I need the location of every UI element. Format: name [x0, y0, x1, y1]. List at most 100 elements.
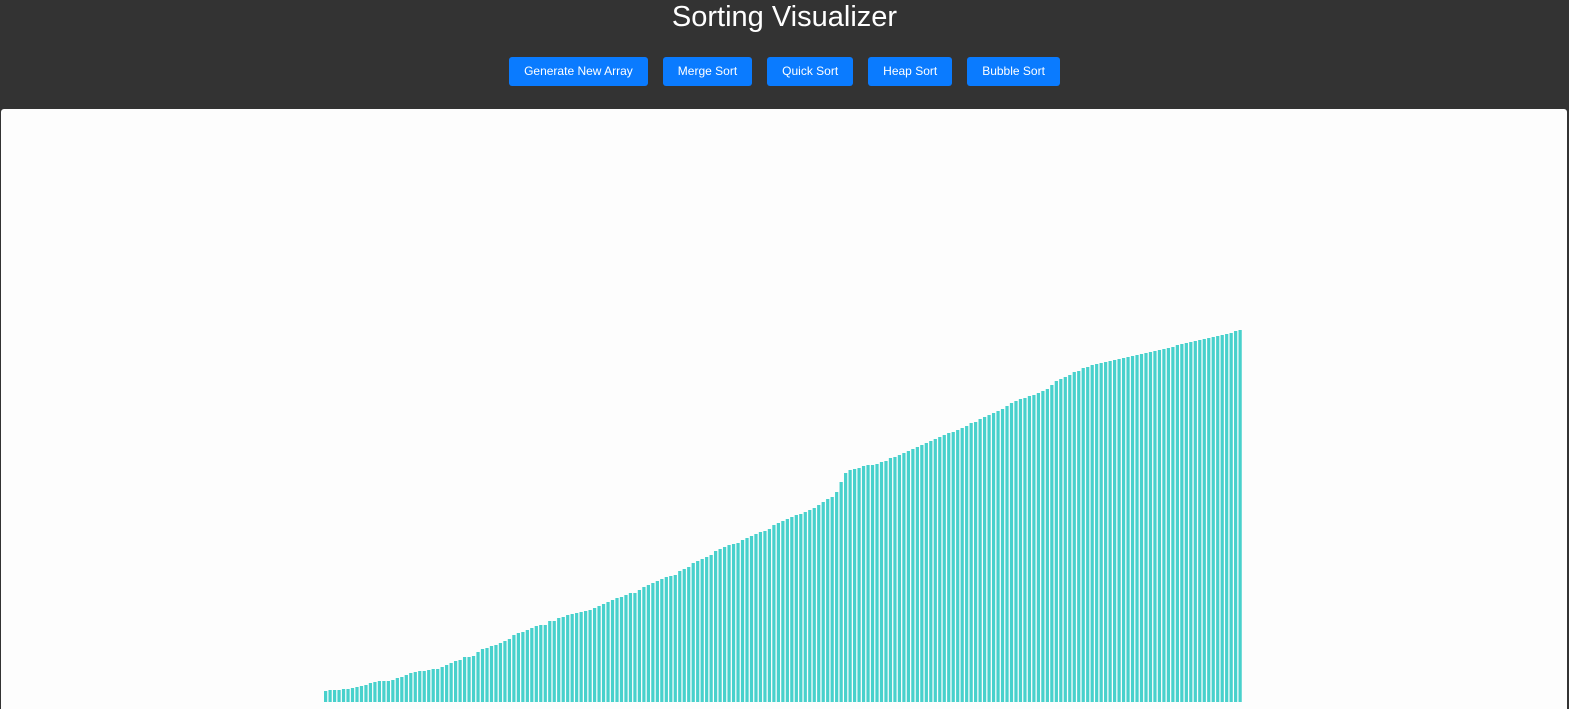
array-bar	[1113, 360, 1117, 702]
array-bar	[830, 497, 834, 702]
array-bar	[570, 614, 574, 702]
array-bar	[965, 426, 969, 702]
quick-sort-button[interactable]: Quick Sort	[767, 57, 854, 86]
array-bar	[1072, 372, 1076, 702]
array-bar	[512, 635, 516, 702]
array-bar	[785, 519, 789, 702]
array-bar	[826, 499, 830, 702]
array-bar	[866, 465, 870, 702]
array-bar	[705, 557, 709, 702]
array-bar	[848, 470, 852, 702]
array-bar	[974, 422, 978, 702]
array-bar	[1081, 368, 1085, 702]
array-bar	[521, 632, 525, 702]
array-bar	[929, 441, 933, 702]
array-bar	[978, 419, 982, 702]
array-bar	[1108, 361, 1112, 702]
array-bar	[1211, 337, 1215, 702]
array-bar	[799, 514, 803, 702]
array-bar	[664, 577, 668, 702]
array-bar	[359, 686, 364, 702]
array-bar	[651, 583, 655, 702]
array-bar	[1099, 363, 1103, 702]
array-bar	[740, 540, 745, 702]
array-bar	[884, 461, 888, 702]
array-bar	[337, 690, 341, 702]
array-bar	[875, 464, 879, 702]
array-bar	[471, 656, 476, 702]
array-bar	[714, 551, 718, 702]
array-bar	[915, 447, 919, 702]
array-bar	[498, 643, 503, 702]
array-bar	[655, 581, 659, 702]
array-bar	[557, 618, 561, 702]
array-bar	[346, 689, 350, 702]
array-bar	[615, 598, 619, 702]
array-bar	[1157, 350, 1162, 702]
array-bar	[736, 543, 740, 702]
array-bar	[696, 561, 700, 702]
heap-sort-button[interactable]: Heap Sort	[868, 57, 953, 86]
array-bar	[1054, 381, 1058, 702]
array-bar	[691, 563, 695, 702]
array-bar	[1207, 338, 1211, 702]
generate-new-array-button[interactable]: Generate New Array	[509, 57, 648, 86]
array-bar	[803, 512, 807, 702]
array-bar	[1166, 348, 1171, 702]
array-bar	[445, 665, 449, 702]
array-bar	[1171, 347, 1175, 702]
array-bar	[758, 532, 763, 702]
array-bar	[467, 657, 471, 702]
array-bar	[1139, 354, 1144, 702]
array-bar	[982, 417, 987, 702]
array-bar	[1077, 371, 1081, 702]
array-bar	[440, 667, 444, 702]
array-bar	[1117, 359, 1121, 702]
array-bar	[835, 492, 839, 702]
array-bar	[395, 678, 399, 702]
array-bar	[938, 437, 942, 702]
array-bar	[637, 590, 642, 702]
array-bar	[700, 559, 704, 702]
bubble-sort-button[interactable]: Bubble Sort	[967, 57, 1060, 86]
array-bar	[857, 468, 861, 702]
array-bar	[418, 671, 422, 702]
array-bar	[610, 600, 615, 702]
array-bar	[624, 595, 628, 702]
array-bar	[489, 646, 494, 702]
array-bar	[503, 641, 507, 702]
array-bar	[377, 681, 382, 702]
array-bar	[355, 687, 359, 702]
array-bar	[960, 428, 964, 702]
array-bar	[449, 663, 453, 702]
array-bar	[1135, 355, 1139, 702]
array-bar	[1175, 345, 1179, 702]
array-bar	[902, 453, 906, 702]
merge-sort-button[interactable]: Merge Sort	[662, 57, 753, 86]
array-bar	[1184, 343, 1188, 702]
array-bar	[772, 525, 776, 702]
array-bar	[731, 544, 736, 702]
array-bar	[722, 547, 727, 702]
array-bar	[709, 555, 713, 702]
array-bar	[480, 649, 485, 702]
array-bar	[987, 415, 991, 702]
array-bar	[561, 617, 565, 702]
array-bar	[597, 606, 601, 702]
array-bar	[368, 683, 373, 702]
array-bar	[660, 579, 664, 702]
array-bar	[1180, 344, 1184, 702]
array-bar	[592, 608, 597, 702]
array-bar	[879, 462, 884, 702]
array-bar	[1220, 335, 1224, 702]
array-bar	[485, 648, 489, 702]
array-bar	[821, 502, 825, 702]
array-bar	[852, 469, 857, 702]
array-bar	[552, 621, 556, 702]
array-bar	[1086, 367, 1090, 702]
array-bar	[942, 435, 946, 702]
array-bar	[548, 621, 552, 702]
array-bar	[794, 515, 798, 702]
array-bar	[619, 597, 624, 702]
array-bar	[1153, 351, 1157, 702]
